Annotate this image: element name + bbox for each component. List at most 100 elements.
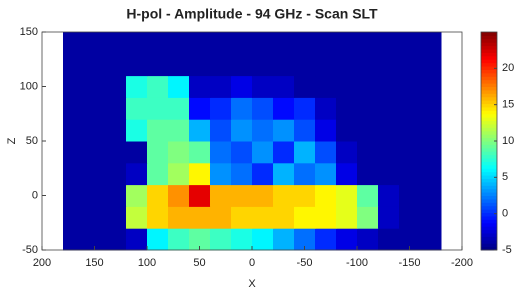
heat-cell: [399, 141, 421, 163]
heat-cell: [168, 141, 190, 163]
heat-cell: [273, 163, 295, 185]
heat-cell: [189, 119, 211, 141]
colorbar-swatch: [481, 93, 497, 97]
heat-cell: [105, 206, 127, 228]
colorbar-swatch: [481, 80, 497, 84]
colorbar-swatch: [481, 46, 497, 50]
colorbar-swatch: [481, 141, 497, 145]
heat-cell: [147, 141, 169, 163]
heat-cell: [252, 76, 274, 98]
x-tick-label: 200: [33, 257, 51, 269]
heat-cell: [84, 54, 106, 76]
heat-cell: [378, 76, 400, 98]
heat-cell: [357, 54, 379, 76]
heat-cell: [126, 76, 148, 98]
heat-cell: [378, 228, 400, 250]
heat-cell: [84, 97, 106, 119]
heat-cell: [231, 163, 253, 185]
heat-cell: [294, 76, 316, 98]
heat-cell: [189, 54, 211, 76]
heat-cell: [273, 119, 295, 141]
x-axis-label: X: [248, 278, 256, 290]
colorbar-swatch: [481, 87, 497, 91]
colorbar-swatch: [481, 213, 497, 217]
heat-cell: [336, 185, 358, 207]
colorbar-swatch: [481, 226, 497, 230]
heat-cell: [357, 97, 379, 119]
heat-cell: [231, 228, 253, 250]
heat-cell: [420, 119, 442, 141]
heat-cell: [210, 185, 232, 207]
x-tick-label: 150: [85, 257, 103, 269]
colorbar-swatch: [481, 189, 497, 193]
colorbar-swatch: [481, 83, 497, 87]
heat-cell: [252, 228, 274, 250]
heat-cell: [378, 32, 400, 54]
heat-cell: [84, 141, 106, 163]
heat-cell: [357, 206, 379, 228]
heat-cell: [189, 97, 211, 119]
colorbar-swatch: [481, 107, 497, 111]
colorbar-tick-label: 20: [502, 62, 514, 74]
heat-cell: [420, 76, 442, 98]
heat-cell: [252, 206, 274, 228]
x-tick-label: -50: [297, 257, 313, 269]
heat-cell: [294, 163, 316, 185]
heat-cell: [126, 141, 148, 163]
heat-cell: [84, 76, 106, 98]
heat-cell: [210, 206, 232, 228]
heat-cell: [210, 32, 232, 54]
colorbar-swatch: [481, 104, 497, 108]
x-tick-label: -200: [451, 257, 473, 269]
colorbar-swatch: [481, 243, 497, 247]
heat-cell: [126, 119, 148, 141]
heat-cell: [420, 163, 442, 185]
heat-cell: [273, 228, 295, 250]
heat-cell: [336, 32, 358, 54]
colorbar-swatch: [481, 97, 497, 101]
heat-cell: [420, 141, 442, 163]
heat-cell: [273, 54, 295, 76]
colorbar-swatch: [481, 168, 497, 172]
colorbar-swatch: [481, 155, 497, 159]
y-tick-label: -50: [22, 244, 38, 256]
heat-cell: [231, 185, 253, 207]
colorbar-swatch: [481, 76, 497, 80]
heat-cell: [399, 32, 421, 54]
heat-cell: [378, 119, 400, 141]
heat-cell: [168, 163, 190, 185]
heat-cell: [336, 206, 358, 228]
heat-cell: [378, 141, 400, 163]
colorbar-swatch: [481, 124, 497, 128]
heat-cell: [315, 119, 337, 141]
heat-cell: [357, 163, 379, 185]
heat-cell: [84, 185, 106, 207]
heat-cell: [420, 228, 442, 250]
heat-cell: [210, 76, 232, 98]
heat-cell: [273, 185, 295, 207]
colorbar-swatch: [481, 114, 497, 118]
x-tick-label: 100: [138, 257, 156, 269]
colorbar-swatch: [481, 52, 497, 56]
heat-cell: [210, 141, 232, 163]
heat-cell: [126, 97, 148, 119]
colorbar-swatch: [481, 144, 497, 148]
heat-cell: [315, 185, 337, 207]
heat-cell: [378, 185, 400, 207]
colorbar-swatch: [481, 172, 497, 176]
heat-cell: [315, 206, 337, 228]
heat-cell: [357, 119, 379, 141]
heat-cell: [336, 119, 358, 141]
heat-cell: [210, 54, 232, 76]
heat-cell: [189, 185, 211, 207]
heat-cell: [168, 228, 190, 250]
heat-cell: [63, 185, 85, 207]
heat-cell: [84, 119, 106, 141]
colorbar-tick-label: 0: [502, 208, 508, 220]
colorbar-swatch: [481, 158, 497, 162]
heat-cell: [168, 185, 190, 207]
colorbar-swatch: [481, 219, 497, 223]
heat-cell: [420, 54, 442, 76]
heat-cell: [399, 163, 421, 185]
colorbar-swatch: [481, 148, 497, 152]
